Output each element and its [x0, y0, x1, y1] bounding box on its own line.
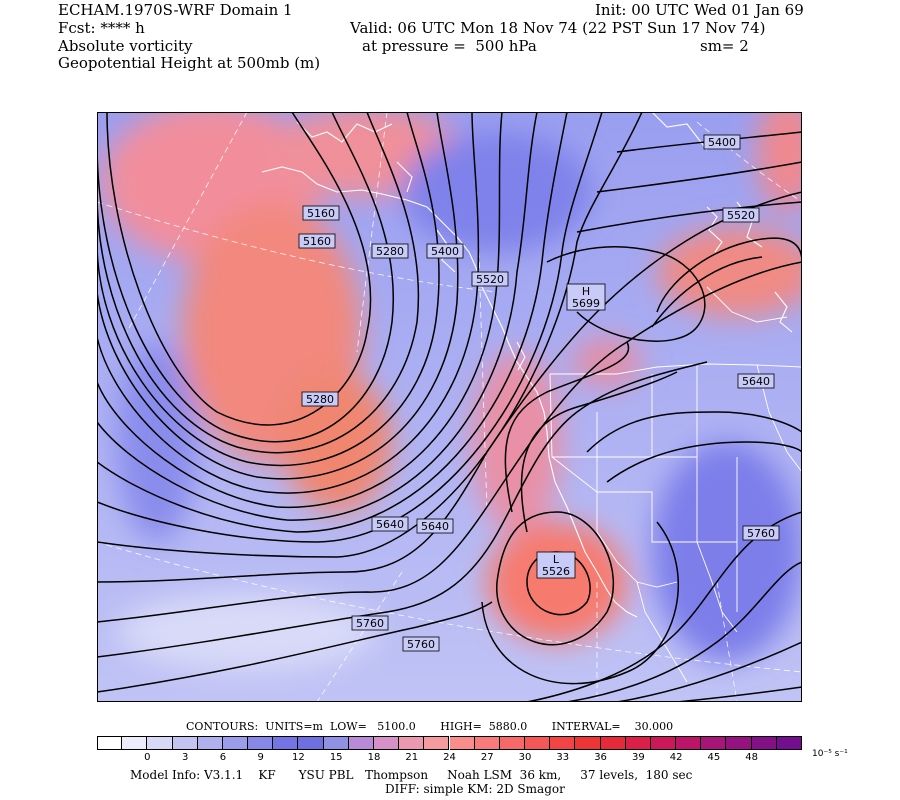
colorbar-swatch	[751, 736, 777, 750]
colorbar-swatch	[273, 736, 299, 750]
contour-label: 5400	[708, 136, 736, 149]
contour-label: 5400	[431, 245, 459, 258]
model-info: Model Info: V3.1.1 KF YSU PBL Thompson N…	[130, 768, 693, 782]
colorbar-tick-label: 6	[219, 752, 227, 763]
colorbar-swatch	[550, 736, 576, 750]
colorbar-swatch	[575, 736, 601, 750]
colorbar-swatch	[323, 736, 349, 750]
colorbar-tick-label: 48	[745, 752, 759, 763]
height-contours	[97, 112, 802, 702]
colorbar-swatch	[650, 736, 677, 750]
colorbar-swatch	[122, 736, 148, 750]
colorbar-tick-label: 21	[405, 752, 419, 763]
diff-info: DIFF: simple KM: 2D Smagor	[385, 782, 565, 796]
colorbar-swatch	[726, 736, 752, 750]
colorbar-tick-label: 24	[443, 752, 456, 763]
colorbar-tick-label: 15	[329, 752, 343, 763]
contour-label-texts: 5400 5520 5160 5160 5280 5400 5520 H 5699…	[303, 136, 775, 651]
colorbar-swatch	[147, 736, 173, 750]
colorbar-swatch	[348, 736, 374, 750]
low-center-label: L 5526	[542, 553, 570, 578]
colorbar-tick-label: 33	[556, 752, 570, 763]
contour-label-boxes	[298, 134, 780, 652]
colorbar-swatch	[399, 736, 425, 750]
colorbar-swatch	[676, 736, 702, 750]
init-time: Init: 00 UTC Wed 01 Jan 69	[595, 1, 804, 19]
colorbar-tick-label: 18	[367, 752, 381, 763]
colorbar-swatch	[525, 736, 551, 750]
valid-time: Valid: 06 UTC Mon 18 Nov 74 (22 PST Sun …	[350, 19, 766, 37]
contour-label: 5640	[742, 375, 770, 388]
field-name-contour: Geopotential Height at 500mb (m)	[58, 54, 321, 72]
high-center-label: H 5699	[572, 285, 600, 310]
colorbar-swatch	[701, 736, 727, 750]
colorbar-swatch	[97, 736, 123, 750]
contour-label: 5160	[307, 207, 335, 220]
colorbar-swatch	[776, 736, 802, 750]
model-title: ECHAM.1970S-WRF Domain 1	[58, 1, 293, 19]
colorbar-swatch	[474, 736, 500, 750]
smoothing: sm= 2	[700, 37, 749, 55]
colorbar-swatch	[600, 736, 626, 750]
colorbar-swatch	[625, 736, 651, 750]
colorbar-tick-label: 3	[181, 752, 189, 763]
map-frame	[97, 112, 802, 702]
contour-label: 5160	[303, 235, 331, 248]
colorbar	[97, 736, 802, 750]
field-name-shaded: Absolute vorticity	[58, 37, 193, 55]
colorbar-units: 10⁻⁵ s⁻¹	[812, 749, 848, 759]
colorbar-tick-label: 9	[257, 752, 264, 763]
contour-label: 5520	[476, 273, 504, 286]
colorbar-tick-label: 0	[144, 752, 151, 763]
political-boundaries	[549, 286, 802, 683]
colorbar-swatch	[449, 736, 475, 750]
contour-label: 5760	[747, 527, 775, 540]
contour-label: 5640	[376, 518, 404, 531]
colorbar-swatch	[248, 736, 274, 750]
vorticity-map: 5400 5520 5160 5160 5280 5400 5520 H 5699…	[97, 112, 802, 702]
colorbar-swatch	[499, 736, 526, 750]
colorbar-swatch	[424, 736, 450, 750]
colorbar-tick-label: 45	[707, 752, 721, 763]
colorbar-tick-label: 12	[292, 752, 305, 763]
colorbar-tick-label: 42	[669, 752, 683, 763]
colorbar-swatch	[373, 736, 400, 750]
contour-label: 5280	[376, 245, 404, 258]
colorbar-tick-label: 39	[631, 752, 645, 763]
colorbar-tick-label: 36	[594, 752, 607, 763]
contour-label: 5520	[727, 209, 755, 222]
forecast-hour: Fcst: **** h	[58, 19, 145, 37]
contour-label: 5760	[356, 617, 384, 630]
colorbar-swatch	[197, 736, 223, 750]
pressure-level: at pressure = 500 hPa	[362, 37, 537, 55]
contour-info: CONTOURS: UNITS=m LOW= 5100.0 HIGH= 5880…	[186, 720, 674, 733]
colorbar-swatch	[222, 736, 249, 750]
vorticity-shading	[102, 112, 802, 672]
colorbar-tick-label: 30	[518, 752, 532, 763]
colorbar-swatch	[172, 736, 198, 750]
colorbar-tick-label: 27	[480, 752, 494, 763]
contour-label: 5280	[306, 393, 334, 406]
contour-label: 5760	[407, 638, 435, 651]
contour-label: 5640	[421, 520, 449, 533]
colorbar-swatch	[298, 736, 324, 750]
